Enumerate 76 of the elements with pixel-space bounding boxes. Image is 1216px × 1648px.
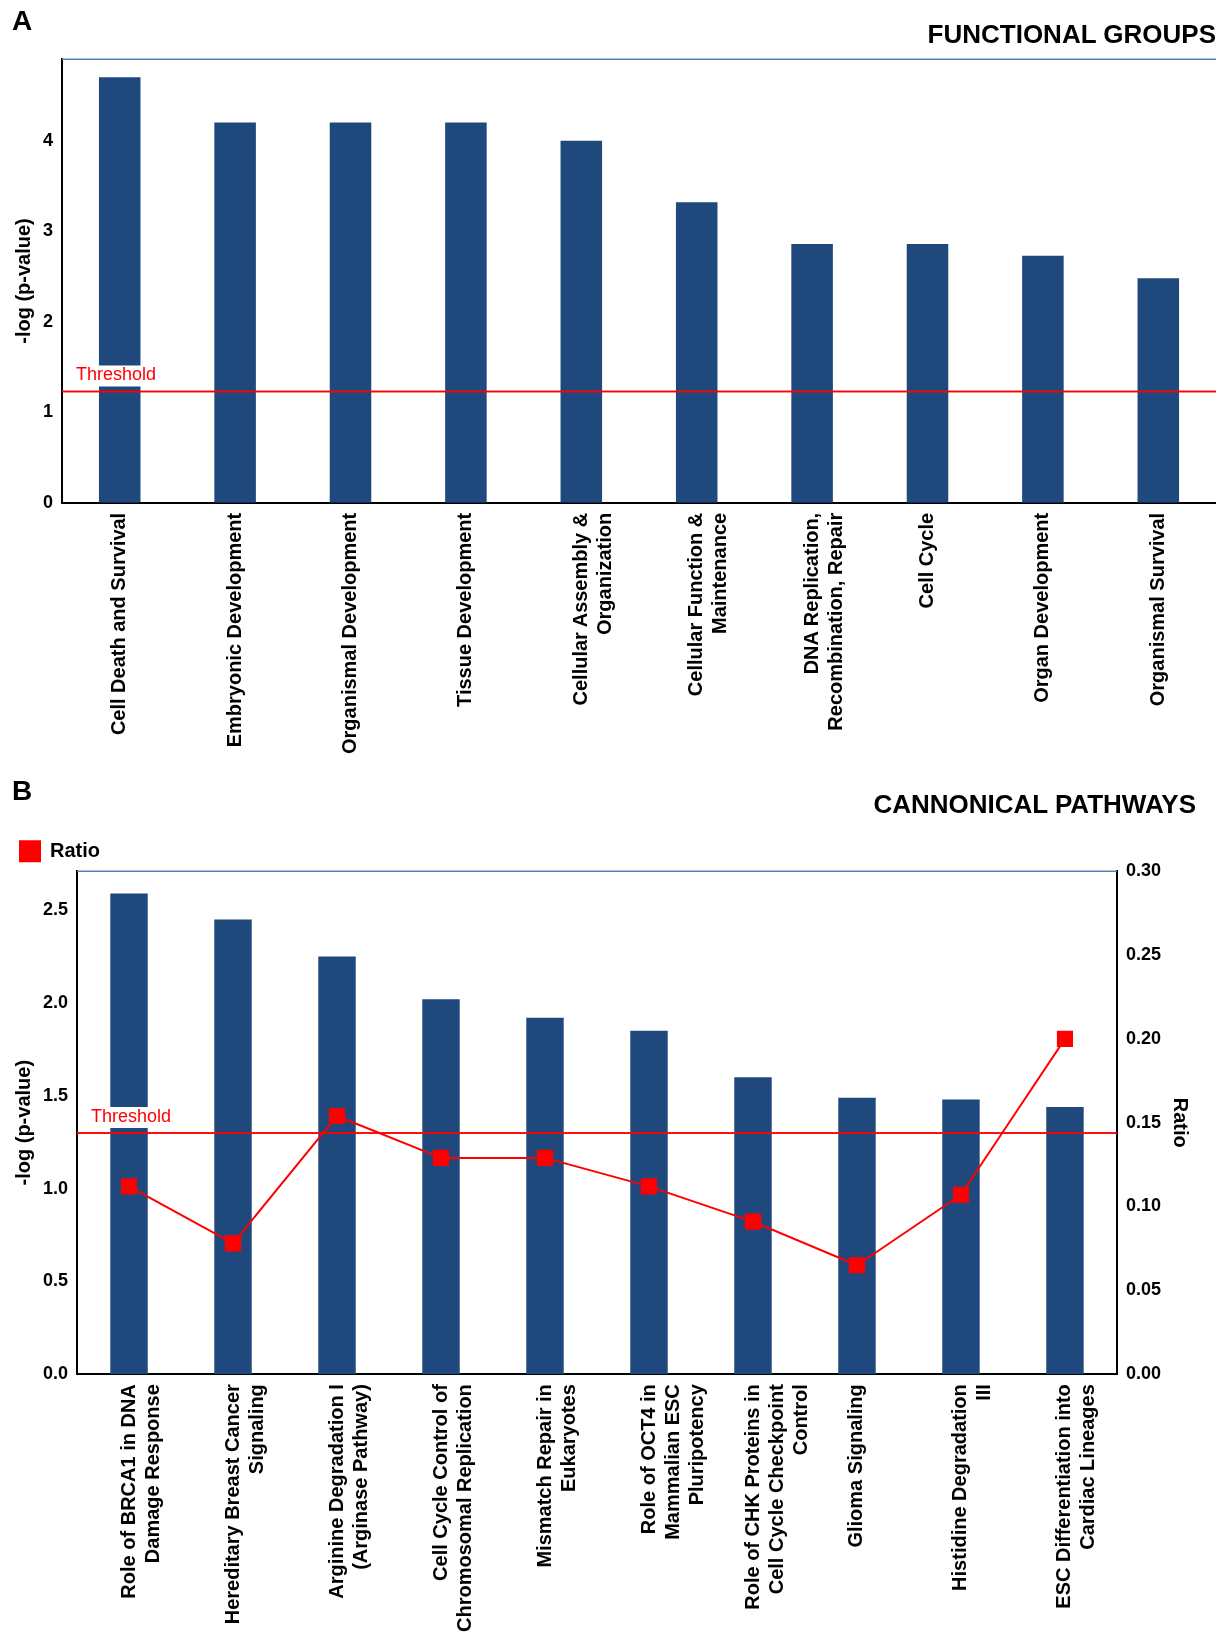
bar [422,999,460,1375]
y-axis-title: -log (p-value) [11,1059,34,1186]
bar [838,1097,876,1375]
y-tick-label: 4 [43,129,54,150]
x-tick-label: Cellular Assembly & Organization [568,512,615,706]
y-tick-label: 0 [43,491,54,512]
y-tick-label: 1.5 [42,1084,69,1105]
y2-tick-label: 0.00 [1125,1363,1162,1384]
text: B [12,774,33,806]
y2-tick-label: 0.30 [1125,860,1162,881]
point [120,1178,138,1195]
x-tick-label: Organ Development [1030,512,1053,703]
bar [1046,1106,1084,1375]
x-tick-label: Cellular Function & Maintenance [684,512,731,697]
point [536,1149,554,1166]
y-tick-label: 1.0 [42,1177,69,1198]
y-tick-label: 0.0 [42,1363,69,1384]
point [640,1178,658,1195]
y-tick-label: 2.5 [42,899,69,920]
y-tick-label: 3 [43,220,54,241]
x-tick-label: Glioma Signaling [844,1384,867,1548]
bar [318,956,356,1375]
bar [1137,278,1180,503]
ref-line-label: Threshold [91,1105,172,1126]
y-tick-label: 2 [43,310,54,331]
point [432,1149,450,1166]
ref-line-label: Threshold [76,364,157,385]
x-tick-label: Cell Cycle Control of Chromosomal Replication [428,1383,475,1632]
y2-tick-label: 0.10 [1125,1195,1162,1216]
bar [942,1099,980,1375]
point [328,1107,346,1125]
bar [791,243,833,503]
bar [214,122,256,503]
x-tick-label: Embryonic Development [222,512,245,748]
text: A [12,4,33,36]
point [224,1235,242,1252]
bar [445,122,487,503]
x-tick-label: Role of CHK Proteins in Cell Cycle Checkpoint Control [740,1383,811,1610]
x-tick-label: Organismal Survival [1145,512,1168,707]
y2-tick-label: 0.25 [1125,944,1162,964]
y2-tick-label: 0.05 [1125,1279,1162,1300]
y-tick-label: 1 [43,401,54,422]
x-tick-label: Mismatch Repair in Eukaryotes [532,1384,579,1568]
y2-tick-label: 0.15 [1125,1111,1162,1132]
legend-label: Ratio [50,838,100,861]
x-tick-label: Histidine Degradation III [948,1384,995,1591]
bar [906,243,949,503]
point [848,1257,866,1274]
point [744,1213,762,1230]
y2-axis-title: Ratio [1170,1097,1193,1148]
x-tick-label: Organismal Development [338,512,361,755]
x-tick-label: Tissue Development [453,512,476,707]
chart-title: CANNONICAL PATHWAYS [873,788,1196,819]
bar [675,202,718,503]
point [952,1186,970,1203]
x-tick-label: Cell Cycle [915,512,938,609]
bar [630,1030,668,1375]
x-tick-label: Arginine Degradation I (Arginase Pathway) [324,1384,371,1599]
bar [329,122,372,503]
x-tick-label: DNA Replication, Recombination, Repair [799,512,846,731]
y2-tick-label: 0.20 [1125,1027,1162,1048]
x-tick-label: ESC Differentiation into Cardiac Lineages [1052,1384,1099,1609]
x-tick-label: Role of BRCA1 in DNA Damage Response [116,1384,163,1599]
y-axis-title: -log (p-value) [11,218,34,344]
point [1056,1030,1074,1047]
chart-title: FUNCTIONAL GROUPS [927,18,1216,49]
x-tick-label: Hereditary Breast Cancer Signaling [220,1383,267,1625]
y-tick-label: 2.0 [42,991,69,1012]
bar [734,1077,772,1375]
y-tick-label: 0.5 [42,1270,69,1291]
bar [526,1017,564,1375]
bar [560,140,603,503]
bar [214,919,252,1375]
x-tick-label: Cell Death and Survival [107,512,130,736]
bar [1022,255,1064,503]
x-tick-label: Role of OCT4 in Mammalian ESC Pluripotency [636,1383,707,1540]
